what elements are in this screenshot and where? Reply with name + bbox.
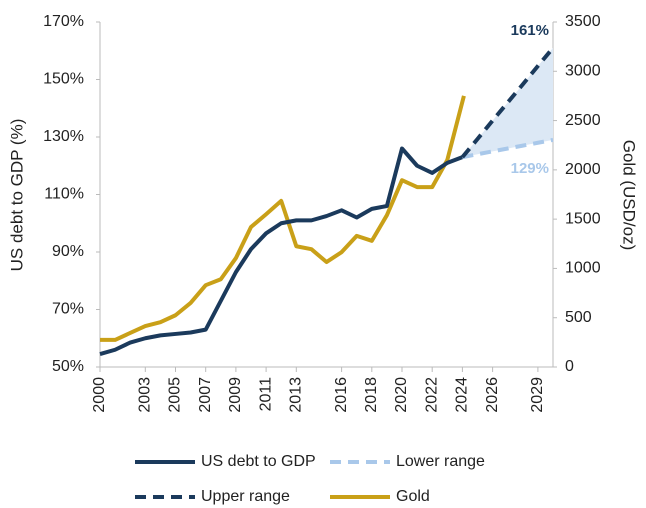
- x-tick-label: 2024: [454, 377, 471, 413]
- series-line: [460, 46, 555, 159]
- legend-label: US debt to GDP: [201, 453, 316, 470]
- y2-tick-label: 2000: [565, 161, 601, 178]
- y2-tick-label: 500: [565, 309, 592, 326]
- x-tick-label: 2016: [333, 377, 350, 413]
- y-tick-label: 110%: [44, 186, 84, 203]
- range-fill: [462, 47, 553, 158]
- x-tick-label: 2022: [423, 377, 440, 413]
- x-tick-label: 2000: [91, 377, 108, 413]
- y2-tick-label: 3500: [565, 13, 601, 30]
- data-label: 129%: [511, 160, 549, 177]
- x-tick-label: 2013: [288, 377, 305, 413]
- y-tick-label: 170%: [43, 13, 84, 30]
- x-tick-label: 2003: [137, 377, 154, 413]
- series-line: [99, 146, 464, 356]
- y-tick-label: 130%: [43, 128, 84, 145]
- legend-label: Lower range: [396, 453, 485, 470]
- x-tick-label: 2005: [167, 377, 184, 413]
- series-line: [100, 95, 466, 342]
- y2-tick-label: 1500: [565, 210, 601, 227]
- y-tick-label: 70%: [52, 301, 84, 318]
- x-tick-label: 2018: [363, 377, 380, 413]
- x-tick-label: 2026: [484, 377, 501, 413]
- legend-label: Gold: [396, 488, 430, 505]
- legend-label: Upper range: [201, 488, 290, 505]
- y-tick-label: 90%: [52, 243, 84, 260]
- y-axis-title: US debt to GDP (%): [7, 119, 26, 272]
- y-tick-label: 150%: [43, 71, 84, 88]
- y2-tick-label: 2500: [565, 112, 601, 129]
- x-tick-label: 2020: [393, 377, 410, 413]
- data-label: 161%: [511, 22, 549, 39]
- y-tick-label: 50%: [52, 358, 84, 375]
- series-line: [462, 137, 554, 160]
- y2-tick-label: 1000: [565, 260, 601, 277]
- x-tick-label: 2007: [197, 377, 214, 413]
- y2-tick-label: 3000: [565, 63, 601, 80]
- y2-axis-title: Gold (USD/oz): [620, 140, 639, 251]
- x-tick-label: 2029: [529, 377, 546, 413]
- x-tick-label: 2009: [227, 377, 244, 413]
- y2-tick-label: 0: [565, 358, 574, 375]
- x-tick-label: 2011: [257, 377, 274, 412]
